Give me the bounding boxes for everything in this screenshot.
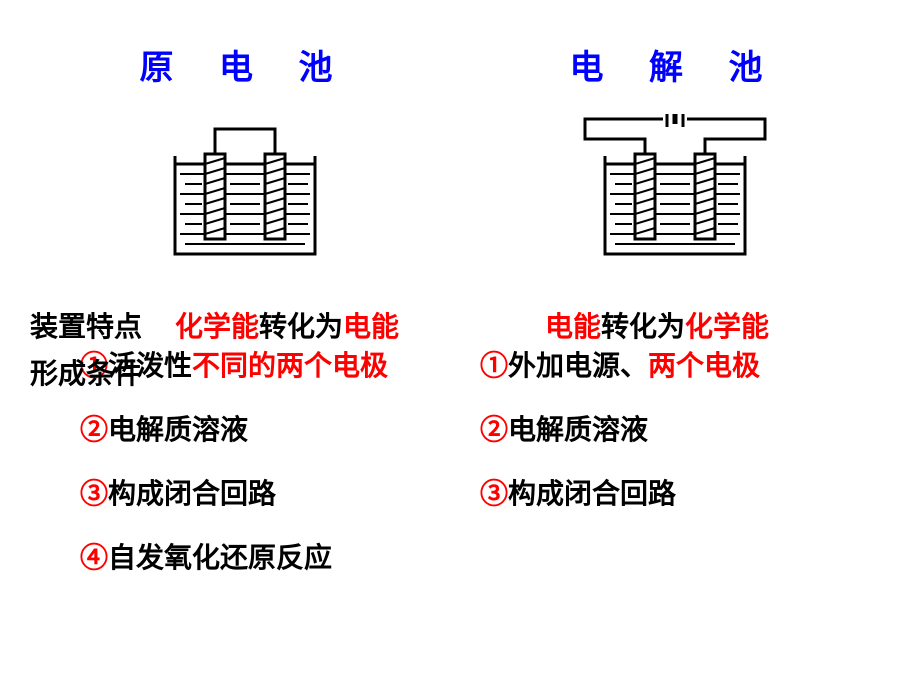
feature-p2: 转化为 [601, 311, 685, 342]
electrolytic-cell-diagram [575, 114, 775, 264]
feature-p1: 化学能 [175, 311, 259, 342]
cond3-text: 构成闭合回路 [108, 478, 276, 509]
label-device-features: 装置特点 [30, 305, 142, 345]
feature-p1: 电能 [545, 311, 601, 342]
cond1-b: 不同的两个电极 [192, 350, 388, 381]
left-title: 原 电 池 [140, 40, 351, 89]
num-2: ② [480, 414, 508, 445]
right-feature: 电能转化为化学能 [545, 305, 769, 345]
cond1-a: 外加电源、 [508, 350, 648, 381]
left-feature: 化学能转化为电能 [175, 305, 399, 345]
feature-p3: 化学能 [685, 311, 769, 342]
cond3-text: 构成闭合回路 [508, 478, 676, 509]
right-cond-1: ①外加电源、两个电极 [480, 344, 890, 384]
num-4: ④ [80, 542, 108, 573]
feature-p2: 转化为 [259, 311, 343, 342]
right-cond-3: ③构成闭合回路 [480, 472, 890, 512]
num-1: ① [480, 350, 508, 381]
feature-p3: 电能 [343, 311, 399, 342]
left-cond-3: ③构成闭合回路 [80, 472, 460, 512]
cond4-text: 自发氧化还原反应 [108, 542, 332, 573]
cond2-text: 电解质溶液 [508, 414, 648, 445]
label-formation-conditions: 形成条件 [30, 352, 142, 392]
right-title: 电 解 池 [570, 40, 781, 89]
num-3: ③ [80, 478, 108, 509]
num-3: ③ [480, 478, 508, 509]
galvanic-cell-diagram [160, 114, 330, 264]
cond1-b: 两个电极 [648, 350, 760, 381]
num-2: ② [80, 414, 108, 445]
left-cond-4: ④自发氧化还原反应 [80, 536, 460, 576]
right-cond-2: ②电解质溶液 [480, 408, 890, 448]
cond2-text: 电解质溶液 [108, 414, 248, 445]
left-cond-2: ②电解质溶液 [80, 408, 460, 448]
